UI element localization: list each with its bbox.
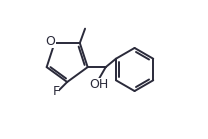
Text: F: F <box>52 85 59 98</box>
Text: OH: OH <box>89 78 109 91</box>
Text: O: O <box>46 35 56 48</box>
